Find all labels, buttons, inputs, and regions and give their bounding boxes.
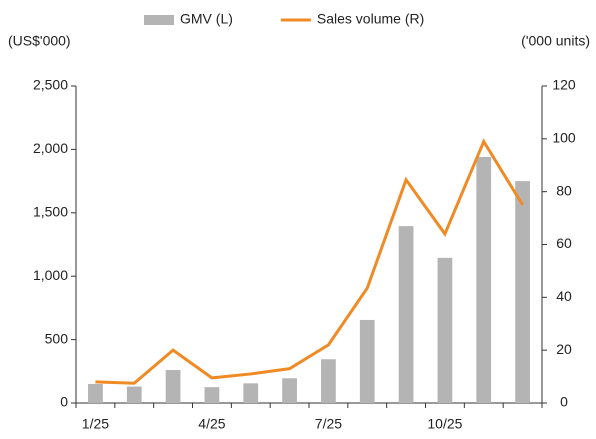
bar [282,378,297,403]
y2-axis-label: ('000 units) [521,33,590,49]
legend-label: Sales volume (R) [317,11,424,27]
bar [359,319,375,403]
y2-tick-label: 100 [552,130,576,146]
y-tick-label: 0 [60,394,68,410]
y2-tick-label: 120 [552,77,576,93]
bar [204,387,220,403]
bar [126,386,142,403]
legend-label: GMV (L) [180,11,233,27]
bar [243,383,259,403]
y-axis-label: (US$'000) [8,33,71,49]
y2-tick-label: 0 [560,394,568,410]
x-tick-label: 4/25 [198,416,225,432]
bar [437,257,453,403]
bar [398,226,414,403]
y-tick-label: 2,500 [33,77,68,93]
y2-tick-label: 40 [556,288,572,304]
bar [321,359,336,403]
y-tick-label: 1,000 [33,267,68,283]
x-tick-label: 7/25 [315,416,342,432]
x-tick-label: 10/25 [427,416,462,432]
y2-tick-label: 20 [556,341,572,357]
y-tick-label: 500 [45,330,69,346]
y-tick-label: 2,000 [33,140,68,156]
y-tick-label: 1,500 [33,204,68,220]
y2-tick-label: 80 [556,182,572,198]
legend-swatch [144,15,174,25]
bar [88,383,103,403]
bar [476,157,492,403]
line [95,138,524,385]
y2-tick-label: 60 [556,235,572,251]
bar [515,181,530,403]
x-tick-label: 1/25 [82,416,109,432]
bar [165,370,181,403]
